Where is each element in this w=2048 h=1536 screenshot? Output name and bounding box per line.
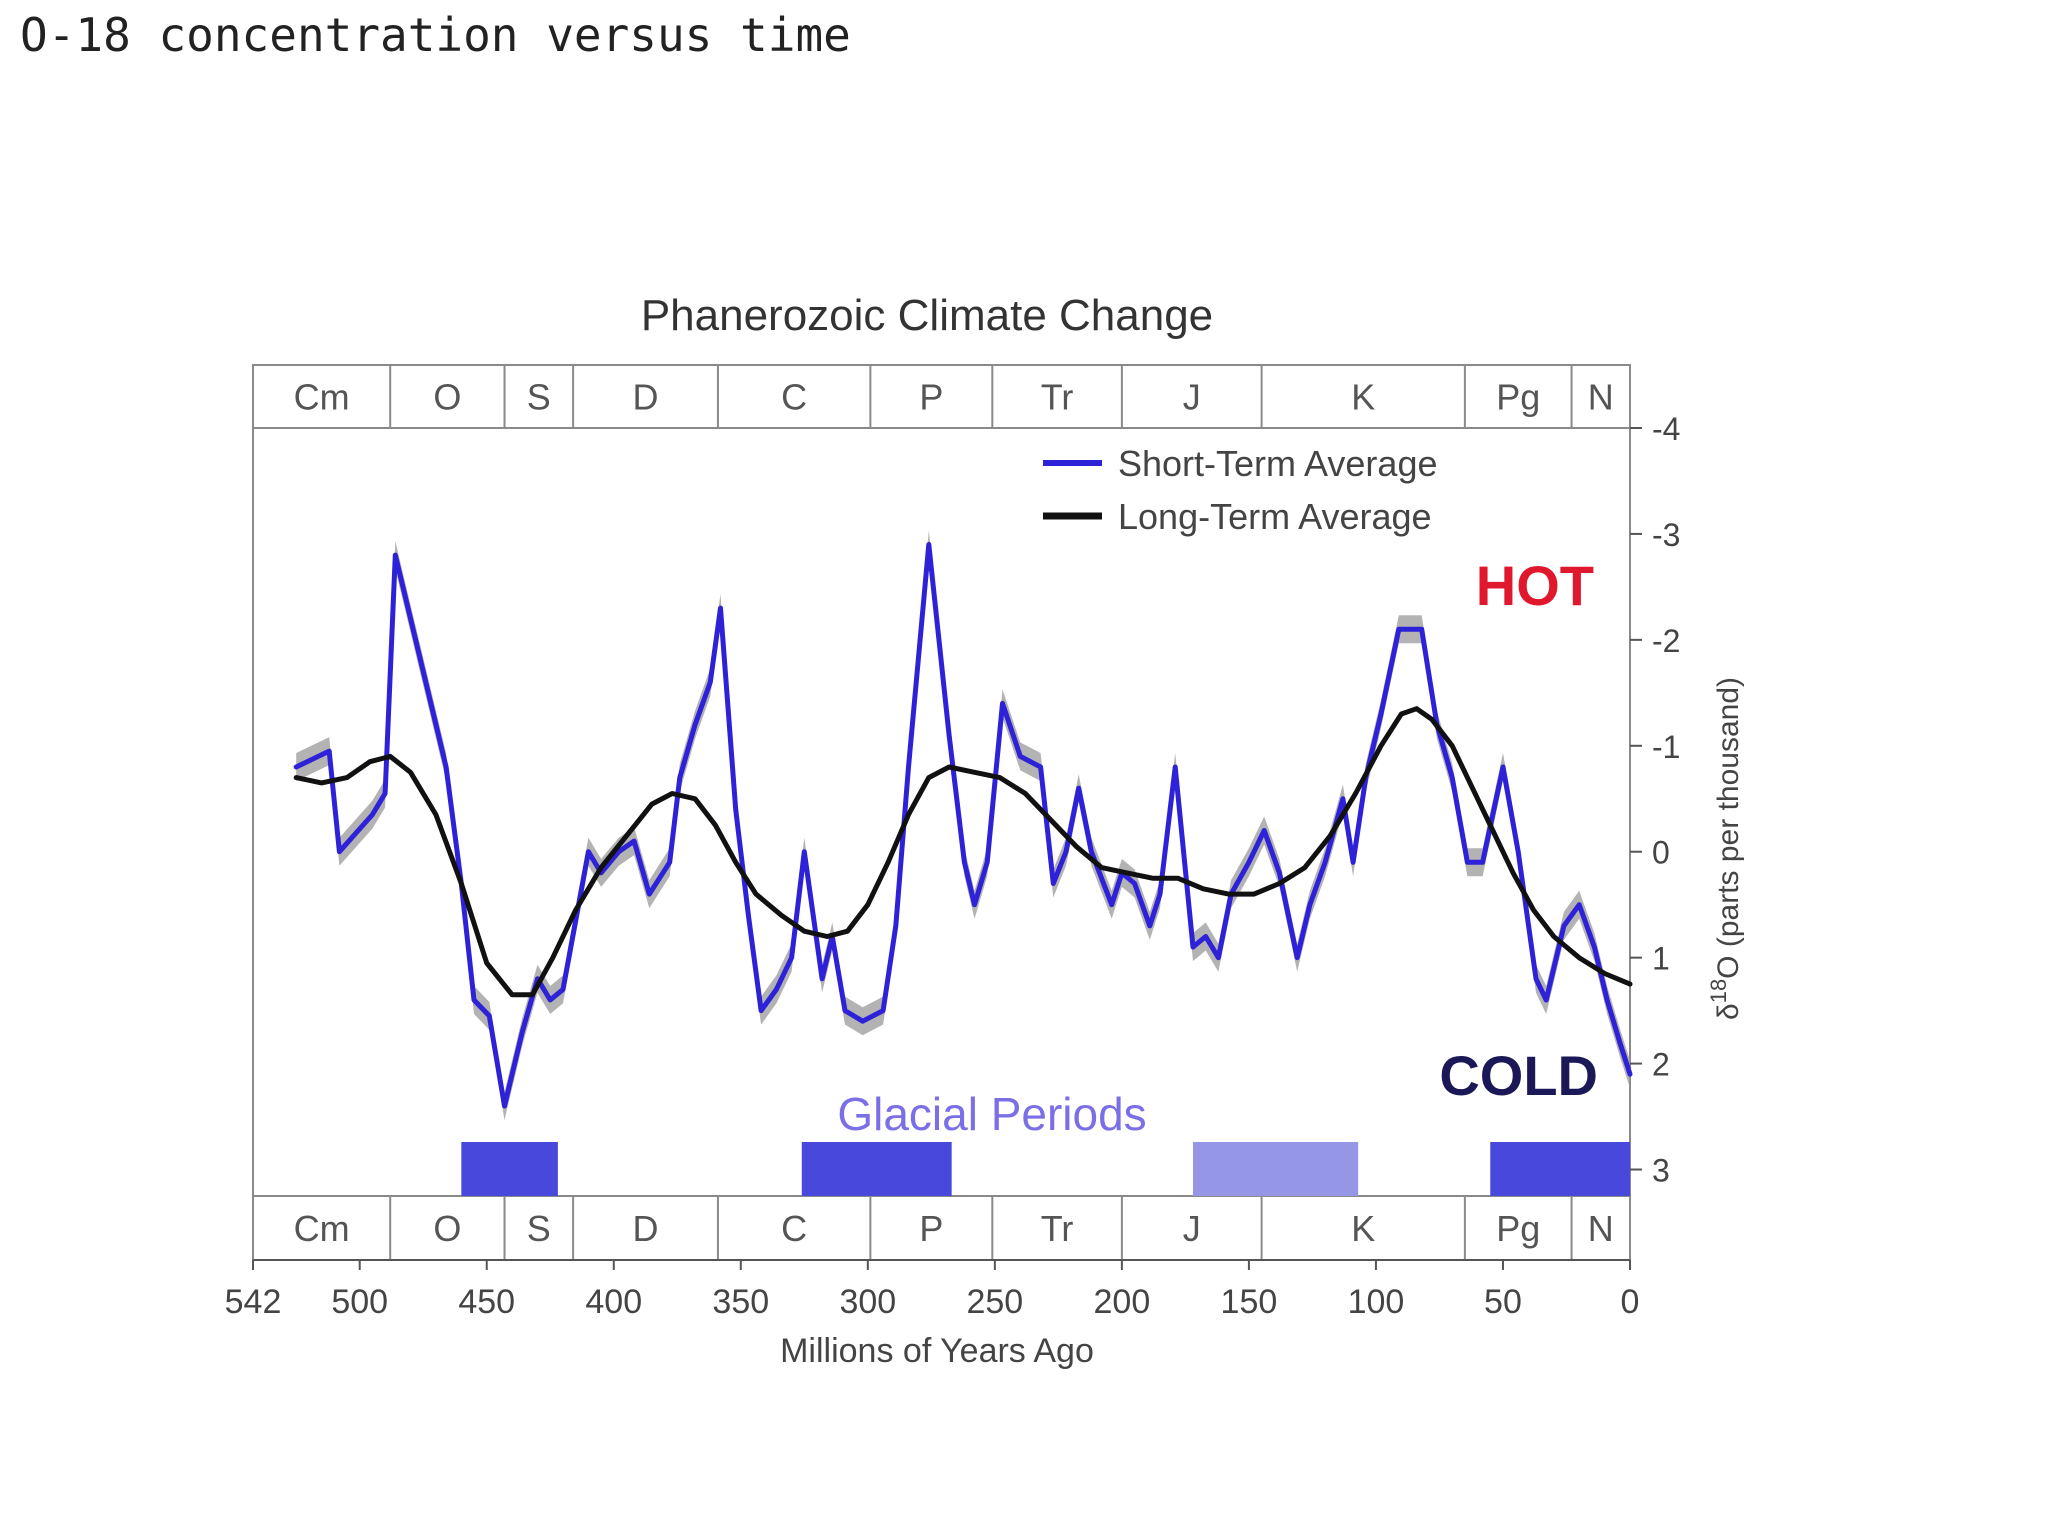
cold-annotation: COLD (1439, 1044, 1598, 1107)
x-tick-label: 450 (458, 1283, 515, 1321)
y-tick-label: 2 (1652, 1047, 1670, 1083)
bottom-period-bar: Cm O S D C P Tr J K Pg N (252, 1195, 1631, 1261)
x-tick-label: 200 (1094, 1283, 1151, 1321)
bottom-period-label: K (1351, 1208, 1375, 1249)
legend-label-short-term: Short-Term Average (1118, 443, 1437, 484)
y-axis: -4 -3 -2 -1 0 1 2 3 (1630, 411, 1680, 1189)
bottom-period-label: D (633, 1208, 659, 1249)
x-tick-label: 542 (225, 1283, 282, 1321)
x-tick-label: 100 (1348, 1283, 1405, 1321)
top-period-label: S (527, 377, 551, 418)
bottom-period-label: N (1588, 1208, 1614, 1249)
top-period-label: D (633, 377, 659, 418)
x-tick-label: 250 (966, 1283, 1023, 1321)
glacial-bar (1490, 1142, 1630, 1196)
x-tick-label: 50 (1484, 1283, 1522, 1321)
bottom-period-label: Tr (1041, 1208, 1074, 1249)
glacial-bar (801, 1142, 952, 1196)
hot-annotation: HOT (1476, 554, 1594, 617)
glacial-bar (461, 1142, 558, 1196)
x-tick-label: 400 (585, 1283, 642, 1321)
x-tick-label: 300 (839, 1283, 896, 1321)
top-period-label: C (781, 377, 807, 418)
top-period-label: Pg (1496, 377, 1540, 418)
y-tick-label: 1 (1652, 941, 1670, 977)
bottom-period-label: J (1183, 1208, 1201, 1249)
chart-title: Phanerozoic Climate Change (641, 291, 1213, 340)
bottom-period-label: O (433, 1208, 461, 1249)
y-tick-label: -3 (1652, 517, 1680, 553)
y-tick-label: 3 (1652, 1153, 1670, 1189)
glacial-periods-label: Glacial Periods (837, 1088, 1146, 1140)
bottom-period-label: Cm (294, 1208, 350, 1249)
top-period-label: J (1183, 377, 1201, 418)
x-axis: 542 500 450 400 350 300 250 200 150 100 50 0 (225, 1259, 1640, 1321)
top-period-label: Cm (294, 377, 350, 418)
bottom-period-label: Pg (1496, 1208, 1540, 1249)
y-tick-label: -1 (1652, 729, 1680, 765)
legend: Short-Term Average Long-Term Average (1043, 443, 1437, 537)
top-period-label: O (433, 377, 461, 418)
legend-label-long-term: Long-Term Average (1118, 496, 1432, 537)
top-period-bar: Cm O S D C P Tr J K Pg N (252, 364, 1631, 429)
figure-caption: O-18 concentration versus time (20, 8, 851, 62)
plot-frame (252, 427, 1631, 1197)
short-term-average-line (293, 542, 1633, 1109)
glacial-bar (1193, 1142, 1359, 1196)
y-axis-label: δ18O (parts per thousand) (1706, 677, 1745, 1020)
top-period-label: P (919, 377, 943, 418)
y-tick-label: 0 (1652, 835, 1670, 871)
x-tick-label: 350 (712, 1283, 769, 1321)
x-axis-label: Millions of Years Ago (780, 1332, 1094, 1370)
top-period-label: Tr (1041, 377, 1074, 418)
top-period-frame (252, 364, 1631, 429)
glacial-bars (461, 1142, 1630, 1196)
long-term-average-line (293, 706, 1633, 998)
bottom-period-label: S (527, 1208, 551, 1249)
uncertainty-band (296, 530, 1631, 1120)
y-tick-label: -2 (1652, 623, 1680, 659)
y-tick-label: -4 (1652, 411, 1680, 447)
x-tick-label: 500 (331, 1283, 388, 1321)
bottom-period-label: C (781, 1208, 807, 1249)
bottom-period-label: P (919, 1208, 943, 1249)
top-period-label: N (1588, 377, 1614, 418)
x-tick-label: 150 (1221, 1283, 1278, 1321)
top-period-label: K (1351, 377, 1375, 418)
x-tick-label: 0 (1621, 1283, 1640, 1321)
